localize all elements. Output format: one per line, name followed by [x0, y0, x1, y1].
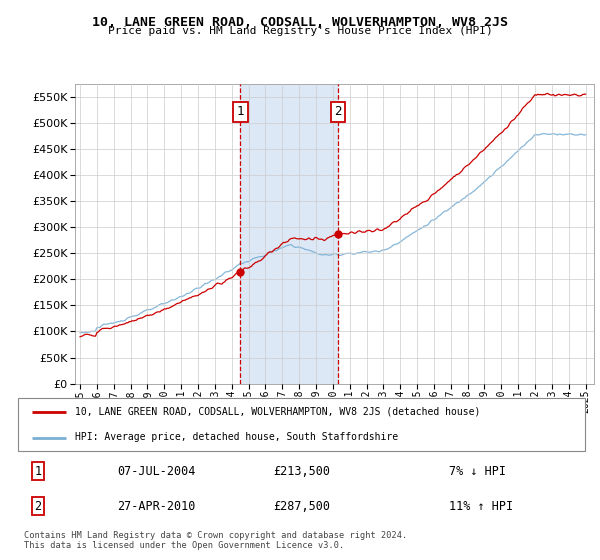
Text: 7% ↓ HPI: 7% ↓ HPI	[449, 465, 506, 478]
Text: £287,500: £287,500	[273, 500, 330, 512]
Text: 07-JUL-2004: 07-JUL-2004	[117, 465, 196, 478]
Text: 2: 2	[34, 500, 41, 512]
Text: 1: 1	[34, 465, 41, 478]
Text: 10, LANE GREEN ROAD, CODSALL, WOLVERHAMPTON, WV8 2JS (detached house): 10, LANE GREEN ROAD, CODSALL, WOLVERHAMP…	[75, 407, 480, 417]
Text: 1: 1	[237, 105, 244, 118]
FancyBboxPatch shape	[18, 398, 585, 451]
Text: Contains HM Land Registry data © Crown copyright and database right 2024.
This d: Contains HM Land Registry data © Crown c…	[24, 531, 407, 550]
Text: Price paid vs. HM Land Registry's House Price Index (HPI): Price paid vs. HM Land Registry's House …	[107, 26, 493, 36]
Text: 27-APR-2010: 27-APR-2010	[117, 500, 196, 512]
Text: 2: 2	[334, 105, 342, 118]
Text: 11% ↑ HPI: 11% ↑ HPI	[449, 500, 513, 512]
Bar	[241, 84, 338, 384]
Text: 10, LANE GREEN ROAD, CODSALL, WOLVERHAMPTON, WV8 2JS: 10, LANE GREEN ROAD, CODSALL, WOLVERHAMP…	[92, 16, 508, 29]
Text: HPI: Average price, detached house, South Staffordshire: HPI: Average price, detached house, Sout…	[75, 432, 398, 442]
Text: £213,500: £213,500	[273, 465, 330, 478]
